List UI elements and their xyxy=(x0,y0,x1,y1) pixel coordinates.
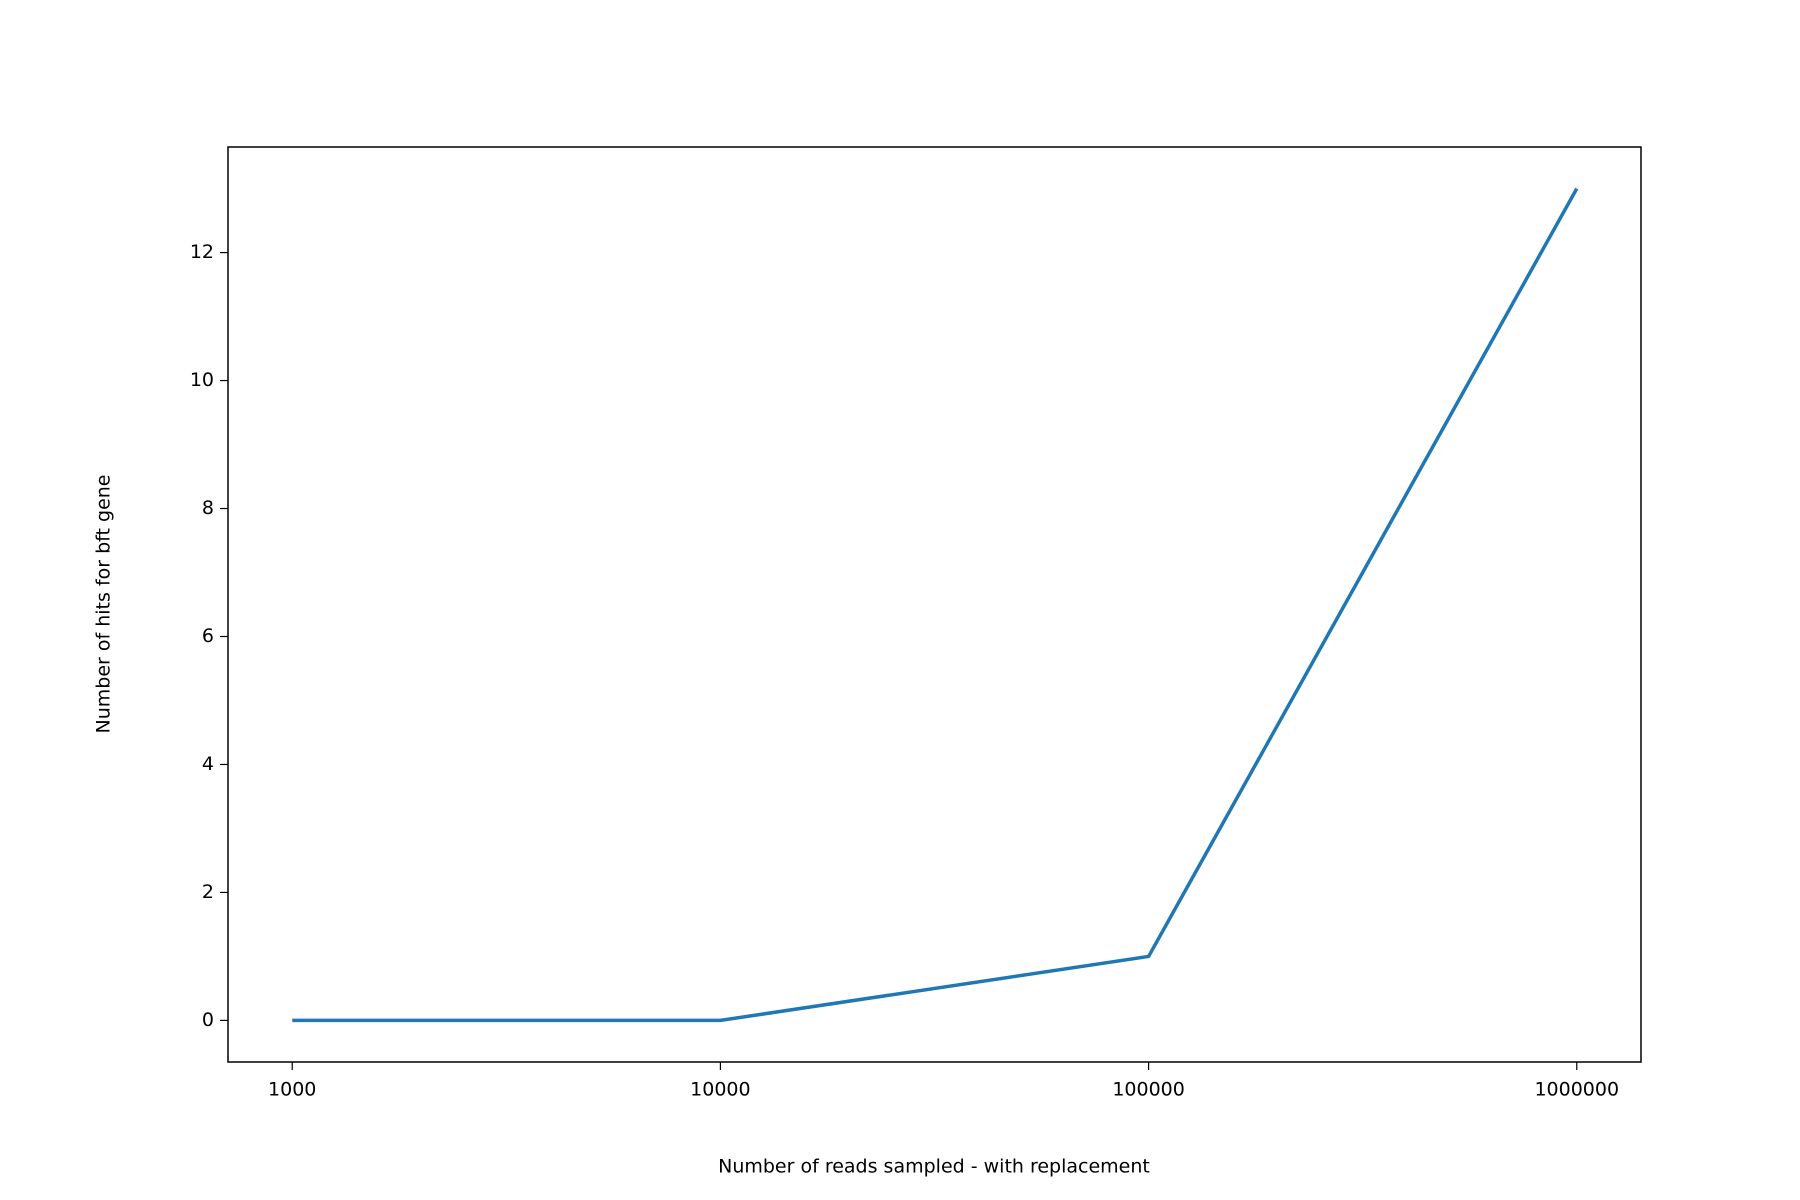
data-line xyxy=(292,187,1579,1023)
x-tick-label: 10000 xyxy=(690,1079,750,1101)
x-tick-label: 100000 xyxy=(1112,1079,1185,1101)
y-tick-label: 8 xyxy=(202,497,214,519)
x-tick-label: 1000000 xyxy=(1534,1079,1619,1101)
x-axis-label: Number of reads sampled - with replaceme… xyxy=(718,1156,1150,1178)
x-tick-label: 1000 xyxy=(268,1079,316,1101)
y-tick-label: 4 xyxy=(202,753,214,775)
y-tick-label: 12 xyxy=(190,241,214,263)
y-tick-label: 2 xyxy=(202,881,214,903)
y-tick-label: 10 xyxy=(190,369,214,391)
plot-frame xyxy=(227,146,1642,1063)
y-tick-label: 0 xyxy=(202,1009,214,1031)
y-axis-label: Number of hits for bft gene xyxy=(93,475,115,734)
y-tick-label: 6 xyxy=(202,625,214,647)
